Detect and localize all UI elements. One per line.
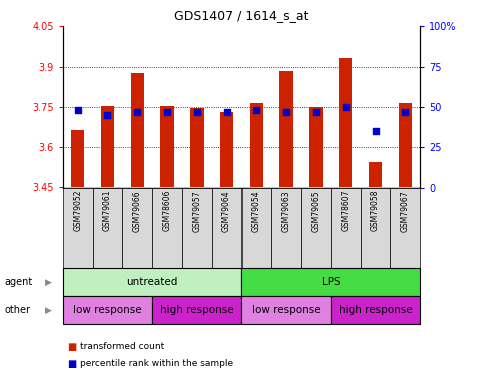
Bar	[250, 103, 263, 188]
Bar	[390, 188, 420, 268]
Text: GSM79064: GSM79064	[222, 190, 231, 231]
Point	[253, 107, 260, 113]
Text: GSM79061: GSM79061	[103, 190, 112, 231]
Bar	[220, 112, 233, 188]
Text: GSM79054: GSM79054	[252, 190, 261, 231]
Text: GDS1407 / 1614_s_at: GDS1407 / 1614_s_at	[174, 9, 309, 22]
Bar	[369, 162, 382, 188]
Point	[74, 107, 82, 113]
Point	[372, 128, 380, 134]
Text: other: other	[5, 305, 31, 315]
Text: GSM79057: GSM79057	[192, 190, 201, 231]
Text: low response: low response	[252, 305, 321, 315]
Bar	[361, 188, 390, 268]
Text: high response: high response	[160, 305, 234, 315]
Text: low response: low response	[73, 305, 142, 315]
Bar	[242, 268, 420, 296]
Text: GSM79067: GSM79067	[401, 190, 410, 231]
Bar	[331, 296, 420, 324]
Bar	[242, 188, 271, 268]
Text: LPS: LPS	[322, 277, 340, 287]
Bar	[309, 107, 323, 188]
Text: GSM79063: GSM79063	[282, 190, 291, 231]
Text: high response: high response	[339, 305, 412, 315]
Text: GSM79065: GSM79065	[312, 190, 320, 231]
Bar	[190, 108, 203, 188]
Text: GSM79058: GSM79058	[371, 190, 380, 231]
Text: ■: ■	[68, 359, 77, 369]
Bar	[93, 188, 122, 268]
Text: agent: agent	[5, 277, 33, 287]
Bar	[212, 188, 242, 268]
Bar	[63, 296, 152, 324]
Bar	[130, 73, 144, 188]
Point	[342, 104, 350, 110]
Point	[282, 109, 290, 115]
Text: ▶: ▶	[45, 306, 52, 315]
Bar	[101, 105, 114, 188]
Text: percentile rank within the sample: percentile rank within the sample	[80, 359, 233, 368]
Point	[133, 109, 141, 115]
Bar	[398, 103, 412, 188]
Text: GSM78607: GSM78607	[341, 190, 350, 231]
Bar	[301, 188, 331, 268]
Point	[163, 109, 171, 115]
Bar	[182, 188, 212, 268]
Bar	[152, 296, 242, 324]
Bar	[63, 268, 242, 296]
Text: untreated: untreated	[127, 277, 178, 287]
Bar	[280, 70, 293, 188]
Point	[193, 109, 201, 115]
Point	[104, 112, 112, 118]
Bar	[271, 188, 301, 268]
Bar	[152, 188, 182, 268]
Point	[401, 109, 409, 115]
Text: GSM79052: GSM79052	[73, 190, 82, 231]
Point	[312, 109, 320, 115]
Text: GSM78606: GSM78606	[163, 190, 171, 231]
Bar	[122, 188, 152, 268]
Text: GSM79066: GSM79066	[133, 190, 142, 231]
Bar	[331, 188, 361, 268]
Bar	[63, 188, 93, 268]
Bar	[71, 130, 85, 188]
Text: ■: ■	[68, 342, 77, 352]
Text: transformed count: transformed count	[80, 342, 164, 351]
Bar	[160, 105, 174, 188]
Point	[223, 109, 230, 115]
Bar	[339, 58, 353, 188]
Text: ▶: ▶	[45, 278, 52, 286]
Bar	[242, 296, 331, 324]
